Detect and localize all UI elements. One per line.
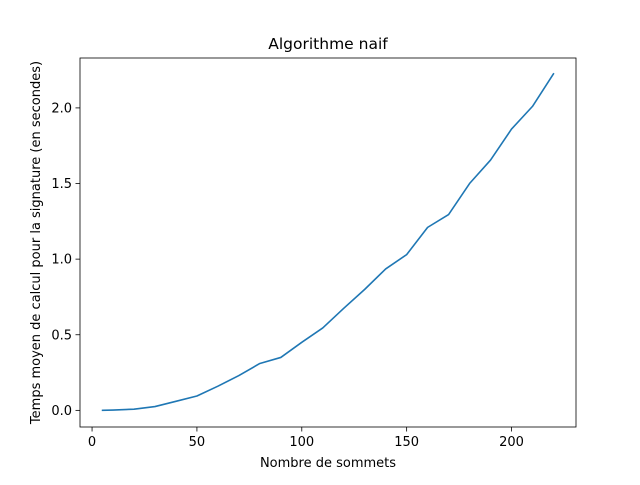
y-axis: 0.0 0.5 1.0 1.5 2.0 bbox=[51, 101, 80, 419]
plot-area-frame bbox=[79, 57, 577, 428]
x-tick-label: 150 bbox=[394, 435, 419, 450]
y-tick-label: 1.5 bbox=[51, 177, 72, 192]
y-tick-label: 2.0 bbox=[51, 101, 72, 116]
x-axis: 0 50 100 150 200 bbox=[88, 427, 524, 450]
y-tick-label: 1.0 bbox=[51, 253, 72, 268]
x-axis-label: Nombre de sommets bbox=[260, 456, 396, 471]
series-line-0 bbox=[101, 72, 555, 412]
y-axis-label: Temps moyen de calcul pour la signature … bbox=[29, 61, 44, 425]
x-tick-label: 200 bbox=[499, 435, 524, 450]
x-tick-label: 0 bbox=[88, 435, 96, 450]
series-layer bbox=[101, 72, 555, 412]
x-tick-label: 50 bbox=[189, 435, 206, 450]
y-tick-label: 0.5 bbox=[51, 328, 72, 343]
chart-title: Algorithme naif bbox=[268, 35, 388, 53]
y-tick-label: 0.0 bbox=[51, 404, 72, 419]
x-tick-label: 100 bbox=[289, 435, 314, 450]
